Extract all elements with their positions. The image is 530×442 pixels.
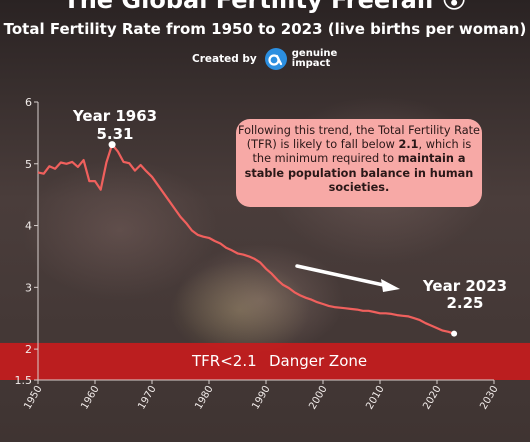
y-tick-label: 6 bbox=[25, 96, 32, 109]
credit-line: Created by genuine impact bbox=[192, 48, 337, 70]
x-tick-label: 2020 bbox=[421, 384, 443, 412]
brand-name: genuine impact bbox=[292, 49, 338, 69]
callout-text-2: 2.1 bbox=[398, 138, 419, 152]
annotation-1963-year: Year 1963 bbox=[72, 107, 157, 125]
x-tick-label: 1960 bbox=[79, 384, 101, 412]
x-tick-label: 1950 bbox=[22, 384, 44, 412]
trend-arrow-shaft bbox=[295, 264, 390, 288]
created-by-label: Created by bbox=[192, 53, 257, 65]
y-tick-label: 1.5 bbox=[15, 374, 33, 387]
chart-subtitle: Total Fertility Rate from 1950 to 2023 (… bbox=[3, 20, 527, 38]
annotation-1963-value: 5.31 bbox=[96, 125, 133, 143]
y-tick-label: 4 bbox=[25, 220, 32, 233]
x-tick-label: 2000 bbox=[307, 384, 329, 412]
callout-text-1: Following this trend, the Total Fertilit… bbox=[237, 124, 481, 152]
tfr-series-line bbox=[37, 143, 455, 335]
chart-title: The Global Fertility Freefall 😮 bbox=[63, 0, 467, 14]
danger-zone-label-tfr: TFR<2.1 bbox=[191, 352, 257, 370]
brand-line2: impact bbox=[291, 58, 331, 69]
x-tick-label: 1970 bbox=[136, 384, 158, 412]
y-tick-label: 2 bbox=[25, 343, 32, 356]
brand-line1: genuine bbox=[291, 48, 338, 59]
callout-text-3: , which is the minimum required to bbox=[252, 138, 472, 166]
y-tick-label: 5 bbox=[25, 158, 32, 171]
annotation-2023-value: 2.25 bbox=[446, 294, 483, 312]
x-tick-label: 2030 bbox=[478, 384, 500, 412]
x-tick-label: 1990 bbox=[250, 384, 272, 412]
y-tick-label: 3 bbox=[25, 281, 32, 294]
genuine-impact-logo-icon bbox=[264, 48, 287, 70]
peak-1963-point bbox=[108, 141, 116, 149]
x-tick-label: 1980 bbox=[193, 384, 215, 412]
danger-zone-band bbox=[0, 342, 530, 380]
trend-arrow-head bbox=[381, 279, 400, 292]
callout-text-4: maintain a stable population balance in … bbox=[244, 152, 474, 194]
danger-zone-label-text: Danger Zone bbox=[269, 352, 367, 370]
annotation-2023-year: Year 2023 bbox=[422, 277, 507, 295]
trend-callout: Following this trend, the Total Fertilit… bbox=[236, 119, 482, 207]
x-tick-label: 2010 bbox=[364, 384, 386, 412]
point-2023 bbox=[451, 330, 458, 337]
